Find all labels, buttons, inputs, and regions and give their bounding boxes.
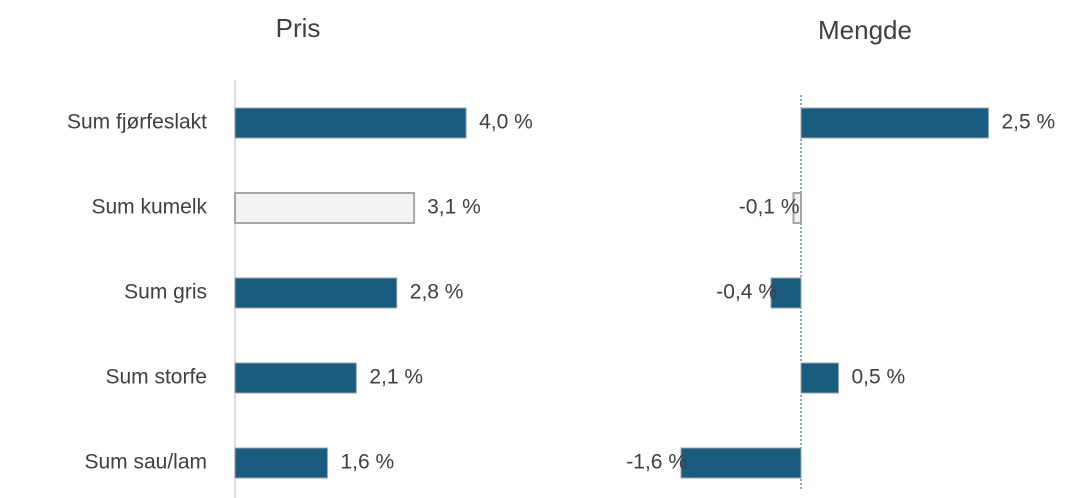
bar [800, 362, 839, 394]
bar [680, 447, 802, 479]
value-label: -1,6 % [626, 451, 687, 474]
bar [800, 107, 989, 139]
bar [792, 192, 802, 224]
bar [234, 107, 467, 139]
bar [234, 277, 398, 309]
bar [234, 362, 357, 394]
bar [234, 447, 328, 479]
value-label: -0,1 % [739, 196, 800, 219]
category-label: Sum kumelk [91, 196, 207, 219]
bar [770, 277, 802, 309]
value-label: 3,1 % [427, 196, 481, 219]
value-label: 4,0 % [479, 111, 533, 134]
value-label: -0,4 % [716, 281, 777, 304]
value-label: 2,1 % [369, 366, 423, 389]
category-label: Sum sau/lam [84, 451, 207, 474]
bar [234, 192, 416, 224]
value-label: 2,8 % [410, 281, 464, 304]
category-label: Sum storfe [105, 366, 207, 389]
category-label: Sum fjørfeslakt [67, 111, 207, 134]
value-label: 2,5 % [1002, 111, 1056, 134]
value-label: 0,5 % [852, 366, 906, 389]
panel-title: Pris [276, 13, 321, 43]
value-label: 1,6 % [340, 451, 394, 474]
category-label: Sum gris [124, 281, 207, 304]
panel-title: Mengde [818, 15, 912, 45]
